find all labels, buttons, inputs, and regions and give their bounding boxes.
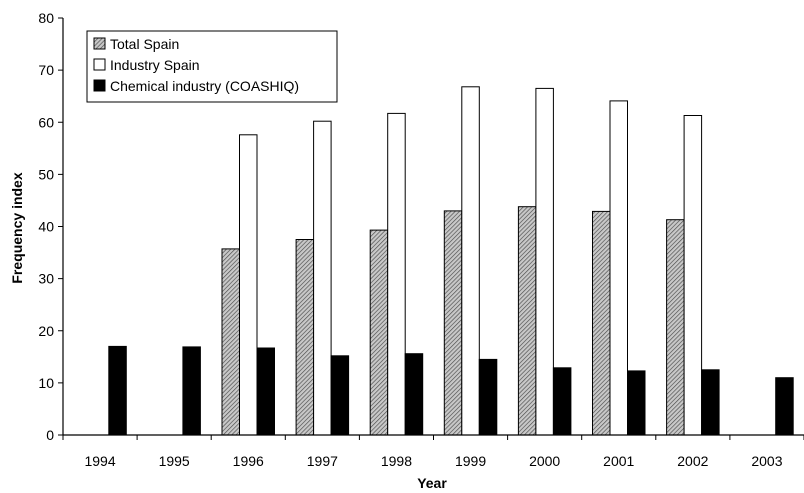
y-axis-title: Frequency index [9, 172, 25, 283]
x-tick-label: 1999 [455, 453, 486, 469]
bar-chemical-industry-coashiq-2002 [701, 369, 720, 436]
bar-industry-spain-1998 [387, 112, 406, 436]
x-tick-label: 2000 [529, 453, 560, 469]
legend-swatch-total-spain [93, 37, 106, 50]
y-tick-label: 10 [38, 375, 54, 391]
bar-total-spain-1998 [369, 229, 389, 436]
y-tick-label: 70 [38, 62, 54, 78]
legend-swatch-industry-spain [93, 58, 106, 71]
bar-industry-spain-1996 [239, 134, 258, 436]
y-tick-label: 60 [38, 114, 54, 130]
y-tick-label: 20 [38, 323, 54, 339]
bar-total-spain-1999 [443, 210, 463, 436]
bar-industry-spain-2002 [683, 115, 703, 436]
bar-chemical-industry-coashiq-2001 [627, 370, 646, 436]
bar-industry-spain-2001 [609, 100, 628, 436]
bar-total-spain-1996 [221, 248, 240, 436]
y-tick-label: 40 [38, 219, 54, 235]
bar-industry-spain-1999 [461, 86, 480, 436]
x-tick-labels: 1994 1995 1996 1997 1998 1999 2000 2001 2002 2003 [62, 435, 804, 469]
x-tick-label: 1998 [381, 453, 412, 469]
y-tick-label: 80 [38, 10, 54, 26]
legend-box [86, 30, 338, 103]
y-tick-label: 0 [46, 427, 54, 443]
bar-chemical-industry-coashiq-2000 [552, 367, 572, 436]
x-tick-label: 1994 [84, 453, 115, 469]
y-tick-label: 30 [38, 271, 54, 287]
legend-label-total-spain: Total Spain [110, 36, 179, 52]
legend-swatch-chemical-industry-coashiq [93, 79, 106, 92]
y-tick-label: 50 [38, 166, 54, 182]
x-tick-label: 1997 [307, 453, 338, 469]
bar-chemical-industry-coashiq-2003 [775, 377, 794, 436]
bar-chemical-industry-coashiq-1998 [404, 353, 424, 436]
bar-chemical-industry-coashiq-1995 [182, 346, 201, 436]
bar-chemical-industry-coashiq-1994 [108, 345, 127, 436]
bar-industry-spain-1997 [313, 120, 332, 436]
bar-chemical-industry-coashiq-1996 [256, 347, 275, 436]
bar-chemical-industry-coashiq-1997 [330, 355, 350, 436]
x-tick-label: 2003 [751, 453, 782, 469]
bar-total-spain-2001 [592, 210, 611, 436]
x-tick-label: 1995 [159, 453, 190, 469]
bar-industry-spain-2000 [535, 87, 554, 436]
legend-label-chemical-industry-coashiq: Chemical industry (COASHIQ) [110, 78, 299, 94]
x-tick-label: 1996 [233, 453, 264, 469]
x-axis-title: Year [417, 475, 447, 491]
bars-group [108, 86, 794, 436]
x-tick-label: 2002 [677, 453, 708, 469]
y-tick-labels: 0 10 20 30 40 50 60 70 80 [38, 10, 63, 443]
bar-chemical-industry-coashiq-1999 [478, 358, 498, 436]
legend-label-industry-spain: Industry Spain [110, 57, 200, 73]
legend: Total Spain Industry Spain Chemical indust… [86, 30, 338, 103]
x-tick-label: 2001 [603, 453, 634, 469]
bar-total-spain-1997 [295, 239, 315, 436]
bar-total-spain-2002 [666, 219, 685, 436]
bar-total-spain-2000 [517, 206, 537, 436]
